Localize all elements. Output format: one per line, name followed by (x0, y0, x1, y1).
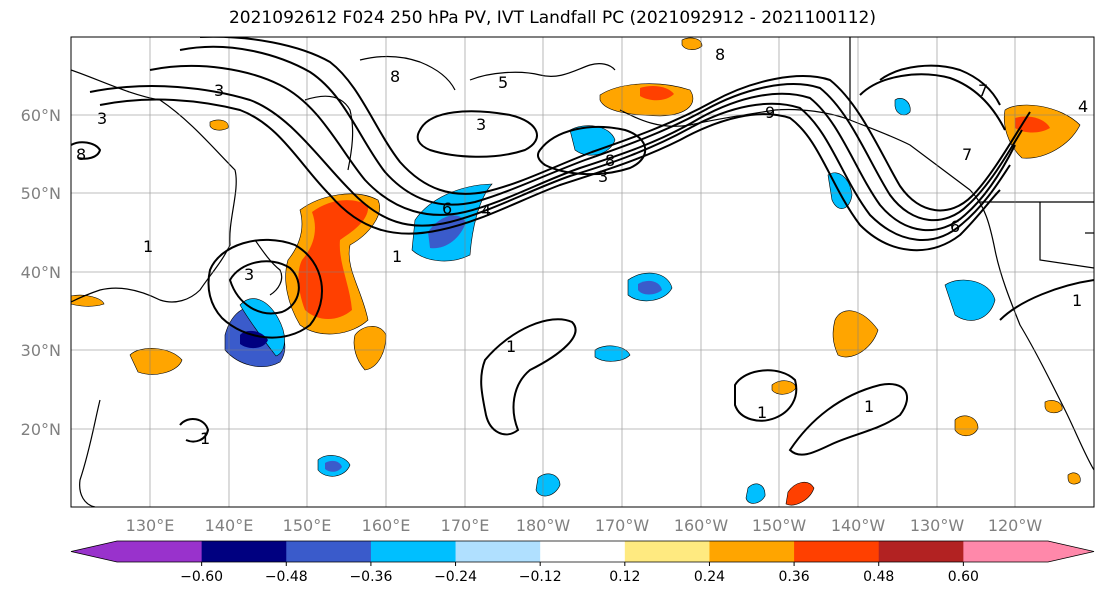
colorbar-swatch (794, 541, 880, 562)
lon-label: 180°W (516, 516, 571, 535)
contour-label: 8 (390, 67, 400, 86)
anomaly-blue-130w (944, 279, 996, 321)
contour-label: 8 (76, 145, 86, 164)
contour-labels: 3 8 5 8 3 8 3 6 4 1 1 1 1 1 1 3 7 7 6 1 … (76, 45, 1088, 448)
anomaly-blue-160w-core (638, 280, 662, 295)
lon-label: 130°W (910, 516, 965, 535)
colorbar-tick-label: −0.36 (349, 569, 392, 585)
latitude-labels: 60°N 50°N 40°N 30°N 20°N (21, 106, 61, 439)
lat-label: 20°N (21, 420, 61, 439)
lon-label: 140°E (205, 516, 254, 535)
colorbar-tick-label: 0.60 (948, 569, 979, 585)
map-title: 2021092612 F024 250 hPa PV, IVT Landfall… (228, 8, 876, 28)
colorbar-swatch (201, 541, 287, 562)
lon-label: 120°W (988, 516, 1043, 535)
lat-label: 40°N (21, 263, 61, 282)
lon-label: 150°W (752, 516, 807, 535)
lon-label: 140°W (831, 516, 886, 535)
colorbar-swatch (286, 541, 372, 562)
lon-label: 160°E (362, 516, 411, 535)
contour-label: 3 (476, 115, 486, 134)
lon-label: 150°E (283, 516, 332, 535)
anomaly-orange-small-1 (209, 119, 229, 131)
anomaly-orange-130e (129, 348, 183, 375)
colorbar-tick-label: −0.12 (519, 569, 562, 585)
lat-label: 50°N (21, 184, 61, 203)
anomaly-orange-160w-north (681, 37, 703, 50)
anomaly-blue-150w-south (745, 483, 766, 504)
colorbar-under-extension (71, 541, 117, 562)
contour-label: 8 (715, 45, 725, 64)
lat-label: 60°N (21, 106, 61, 125)
colorbar-swatch (455, 541, 541, 562)
contour-label: 7 (978, 81, 988, 100)
contour-label: 1 (143, 237, 153, 256)
anomaly-orange-small-2 (1067, 472, 1081, 485)
contour-label: 8 (605, 151, 615, 170)
colorbar-swatch (540, 541, 626, 562)
contour-label: 1 (757, 403, 767, 422)
lon-label: 160°W (674, 516, 729, 535)
contour-label: 1 (506, 337, 516, 356)
colorbar-tick-label: −0.24 (434, 569, 477, 585)
anomaly-orange-115w (1044, 400, 1063, 414)
contour-label: 7 (962, 145, 972, 164)
colorbar-outline (70, 540, 1095, 563)
colorbar-swatch (117, 541, 203, 562)
colorbar-swatch (963, 541, 1049, 562)
colorbar-swatch (624, 541, 710, 562)
anomaly-red-aleutian (640, 86, 674, 101)
contour-label: 4 (1078, 97, 1088, 116)
contour-label: 1 (200, 429, 210, 448)
colorbar-tick-label: −0.48 (265, 569, 308, 585)
anomaly-blue-alaska (894, 98, 911, 116)
anomaly-blue-155e-core (325, 460, 342, 472)
contour-label: 9 (765, 103, 775, 122)
anomaly-orange-150w-south (785, 481, 815, 506)
contour-label: 1 (1072, 291, 1082, 310)
ivt-contours (71, 37, 1094, 456)
contour-label: 6 (442, 199, 452, 218)
colorbar: −0.60 −0.48 −0.36 −0.24 −0.12 0.12 0.24 0.36 0.4… (70, 540, 1095, 585)
colorbar-over-extension (1048, 541, 1094, 562)
colorbar-swatch (709, 541, 795, 562)
colorbar-tick-label: −0.60 (180, 569, 223, 585)
contour-label: 1 (864, 397, 874, 416)
lon-label: 130°E (126, 516, 175, 535)
colorbar-tick-label: 0.12 (609, 569, 640, 585)
contour-label: 4 (481, 201, 491, 220)
anomaly-orange-140w (832, 310, 879, 358)
anomaly-darkblue-japan (240, 330, 268, 349)
contour-label: 3 (598, 167, 608, 186)
contour-label: 3 (214, 81, 224, 100)
map-frame (70, 36, 1095, 508)
colorbar-tick-label: 0.48 (863, 569, 894, 585)
contour-label: 5 (498, 73, 508, 92)
colorbar-tick-label: 0.36 (779, 569, 810, 585)
lon-label: 170°W (595, 516, 650, 535)
colorbar-swatch (370, 541, 457, 562)
contour-label: 1 (392, 247, 402, 266)
lat-label: 30°N (21, 341, 61, 360)
anomaly-blue-180-south (535, 473, 561, 497)
contour-label: 3 (244, 265, 254, 284)
lon-label: 170°E (441, 516, 490, 535)
contour-label: 6 (950, 217, 960, 236)
colorbar-swatch (878, 541, 964, 562)
contour-label: 3 (97, 109, 107, 128)
anomaly-orange-130w (954, 415, 979, 437)
anomaly-red-japan (298, 200, 369, 319)
colorbar-tick-label: 0.24 (694, 569, 725, 585)
longitude-labels: 130°E 140°E 150°E 160°E 170°E 180°W 170°… (126, 516, 1043, 535)
anomaly-orange-155e (353, 326, 387, 371)
